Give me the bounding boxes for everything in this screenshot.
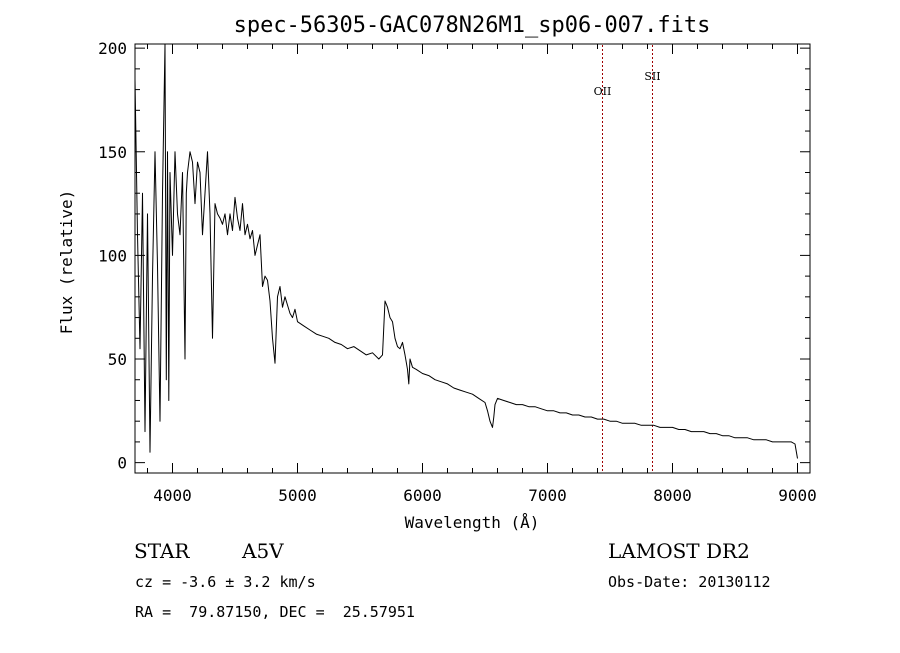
- annotation-label: OII: [594, 85, 612, 98]
- y-axis-ticks: 0 50 100 150 200: [98, 39, 810, 473]
- y-axis-label: Flux (relative): [57, 190, 76, 335]
- object-class: STAR: [134, 539, 190, 563]
- x-axis-ticks: 4000 5000 6000 7000 8000 9000: [147, 44, 817, 505]
- y-tick-label: 200: [98, 39, 127, 58]
- x-tick-label: 6000: [403, 486, 442, 505]
- observation-date: Obs-Date: 20130112: [608, 573, 771, 591]
- chart-title: spec-56305-GAC078N26M1_sp06-007.fits: [234, 13, 711, 38]
- annotation-label: SII: [644, 70, 660, 83]
- x-axis-label: Wavelength (Å): [405, 513, 540, 532]
- object-subclass: A5V: [242, 539, 284, 563]
- x-tick-label: 4000: [153, 486, 192, 505]
- y-tick-label: 0: [117, 454, 127, 473]
- radial-velocity: cz = -3.6 ± 3.2 km/s: [135, 573, 316, 591]
- y-tick-label: 100: [98, 246, 127, 265]
- x-tick-label: 5000: [278, 486, 317, 505]
- plot-frame: [134, 43, 811, 474]
- survey-name: LAMOST DR2: [608, 539, 750, 563]
- x-tick-label: 7000: [528, 486, 567, 505]
- x-tick-label: 9000: [778, 486, 817, 505]
- y-tick-label: 150: [98, 143, 127, 162]
- sky-coordinates: RA = 79.87150, DEC = 25.57951: [135, 603, 415, 621]
- y-tick-label: 50: [108, 350, 127, 369]
- line-annotations: OII SII: [594, 45, 661, 472]
- spectrum-line: [135, 44, 798, 459]
- spectrum-series: [135, 44, 798, 459]
- x-tick-label: 8000: [653, 486, 692, 505]
